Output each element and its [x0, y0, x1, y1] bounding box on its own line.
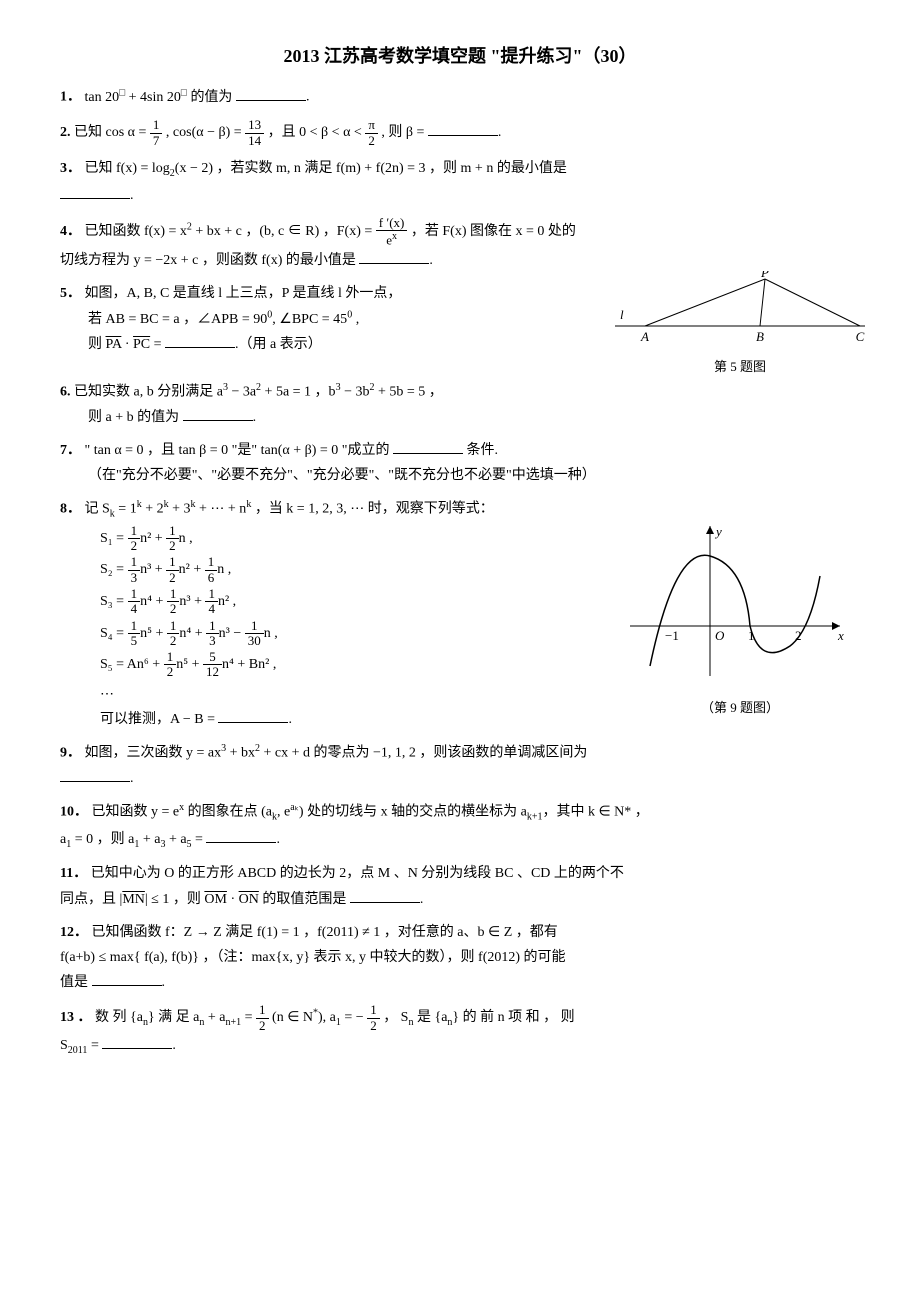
blank: [183, 406, 253, 421]
blank: [165, 333, 235, 348]
problem-13: 13 ． 数 列 {an} 满 足 an + an+1 = 12 (n ∈ N*…: [60, 1003, 860, 1059]
p13-num: 13 ．: [60, 1010, 92, 1025]
fraction: f ′(x)ex: [376, 216, 408, 248]
fraction: 17: [150, 118, 163, 148]
fraction: 1314: [245, 118, 264, 148]
p1-num: 1．: [60, 90, 81, 105]
p9-num: 9．: [60, 746, 81, 761]
problem-6: 6. 已知实数 a, b 分别满足 a3 − 3a2 + 5a = 1 ，b3 …: [60, 379, 860, 430]
fraction: 12: [256, 1003, 269, 1033]
problem-1: 1． tan 20□ + 4sin 20□ 的值为 .: [60, 84, 860, 110]
equation-row: S₅ = An⁶ + 12n⁵ + 512n⁴ + Bn² ,: [100, 650, 620, 680]
p7-num: 7．: [60, 443, 81, 458]
fig5-caption: 第 5 题图: [610, 355, 870, 378]
cubic-graph: y x O −1 1 2: [620, 516, 850, 686]
problem-7: 7． " tan α = 0 ，且 tan β = 0 "是" tan(α + …: [60, 438, 860, 488]
page-title: 2013 江苏高考数学填空题 "提升练习"（30）: [60, 40, 860, 72]
fraction: π2: [365, 118, 378, 148]
p4-num: 4．: [60, 224, 81, 239]
svg-text:x: x: [837, 628, 844, 643]
p11-num: 11．: [60, 866, 87, 881]
svg-text:A: A: [640, 329, 649, 344]
problem-5: P A B C l 第 5 题图 5． 如图，A, B, C 是直线 l 上三点…: [60, 281, 860, 371]
blank: [60, 767, 130, 782]
p3-num: 3．: [60, 161, 81, 176]
svg-text:y: y: [714, 524, 722, 539]
figure-5: P A B C l 第 5 题图: [610, 271, 870, 361]
fraction: 12: [367, 1003, 380, 1033]
svg-text:l: l: [620, 307, 624, 322]
blank: [102, 1034, 172, 1049]
blank: [206, 828, 276, 843]
blank: [350, 888, 420, 903]
equation-row: S₄ = 15n⁵ + 12n⁴ + 13n³ − 130n ,: [100, 619, 620, 649]
problem-9: 9． 如图，三次函数 y = ax3 + bx2 + cx + d 的零点为 −…: [60, 740, 860, 791]
p2-num: 2.: [60, 125, 71, 140]
problem-12: 12． 已知偶函数 f：Z → Z 满足 f(1) = 1 ，f(2011) ≠…: [60, 920, 860, 996]
blank: [60, 184, 130, 199]
blank: [92, 971, 162, 986]
blank: [218, 708, 288, 723]
p8-num: 8．: [60, 502, 81, 517]
blank: [359, 249, 429, 264]
p5-num: 5．: [60, 286, 81, 301]
problem-8: 8． 记 Sk = 1k + 2k + 3k + ⋯ + nk ，当 k = 1…: [60, 496, 860, 732]
problem-11: 11． 已知中心为 O 的正方形 ABCD 的边长为 2，点 M 、N 分别为线…: [60, 861, 860, 911]
problem-4: 4． 已知函数 f(x) = x2 + bx + c ，(b, c ∈ R) ，…: [60, 216, 860, 273]
p6-num: 6.: [60, 385, 71, 400]
svg-text:1: 1: [748, 628, 755, 643]
equation-list: S₁ = 12n² + 12n ,S₂ = 13n³ + 12n² + 16n …: [100, 524, 620, 680]
problem-3: 3． 已知 f(x) = log2(x − 2) ，若实数 m, n 满足 f(…: [60, 156, 860, 208]
problem-2: 2. 已知 cos α = 17 , cos(α − β) = 1314 ，且 …: [60, 118, 860, 148]
svg-text:B: B: [756, 329, 764, 344]
equation-row: S₁ = 12n² + 12n ,: [100, 524, 620, 554]
svg-text:−1: −1: [665, 628, 679, 643]
blank: [428, 121, 498, 136]
problem-10: 10． 已知函数 y = ex 的图象在点 (ak, eaₖ) 处的切线与 x …: [60, 799, 860, 853]
svg-text:C: C: [856, 329, 865, 344]
p12-num: 12．: [60, 925, 88, 940]
svg-text:2: 2: [795, 628, 802, 643]
equation-row: S₂ = 13n³ + 12n² + 16n ,: [100, 555, 620, 585]
triangle-diagram: P A B C l: [610, 271, 870, 346]
figure-9: y x O −1 1 2 （第 9 题图）: [620, 516, 860, 719]
fig9-caption: （第 9 题图）: [620, 696, 860, 719]
svg-text:O: O: [715, 628, 725, 643]
blank: [393, 439, 463, 454]
svg-text:P: P: [760, 271, 769, 280]
p10-num: 10．: [60, 805, 88, 820]
p1-text: tan 20□ + 4sin 20□ 的值为: [85, 90, 236, 105]
blank: [236, 86, 306, 101]
equation-row: S₃ = 14n⁴ + 12n³ + 14n² ,: [100, 587, 620, 617]
